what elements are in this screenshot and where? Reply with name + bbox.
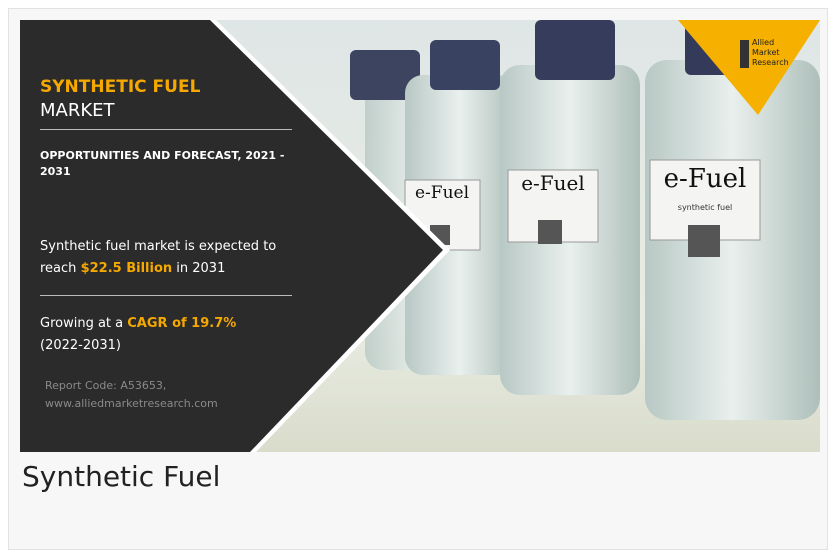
page: e-Fuel e-Fuel e-Fuel synthetic fuel Alli… bbox=[0, 0, 836, 536]
banner-image: e-Fuel e-Fuel e-Fuel synthetic fuel Alli… bbox=[20, 20, 820, 452]
report-info: Report Code: A53653, www.alliedmarketres… bbox=[45, 377, 218, 413]
text: in 2031 bbox=[176, 261, 225, 276]
bottle-label: e-Fuel bbox=[664, 164, 747, 194]
market-value: $22.5 Billion bbox=[81, 261, 173, 276]
logo-text: Market bbox=[752, 48, 780, 57]
logo-text: Allied bbox=[752, 38, 774, 47]
text: Growing at a bbox=[40, 316, 123, 331]
growth-value: CAGR of 19.7% bbox=[127, 316, 236, 331]
subtitle: OPPORTUNITIES AND FORECAST, 2021 - 2031 bbox=[40, 148, 305, 180]
text: (2022-2031) bbox=[40, 338, 121, 353]
title: SYNTHETIC FUEL bbox=[40, 77, 200, 97]
market-text: Synthetic fuel market is expected to rea… bbox=[40, 236, 310, 280]
report-code: Report Code: A53653, bbox=[45, 377, 218, 395]
bottle-sublabel: synthetic fuel bbox=[678, 203, 732, 212]
caption: Synthetic Fuel bbox=[22, 460, 220, 493]
bottle-label: e-Fuel bbox=[415, 183, 469, 203]
bottle-label: e-Fuel bbox=[521, 171, 585, 195]
logo-text: Research bbox=[752, 58, 789, 67]
rule bbox=[40, 129, 292, 130]
title: MARKET bbox=[40, 100, 115, 121]
website: www.alliedmarketresearch.com bbox=[45, 395, 218, 413]
growth-text: Growing at a CAGR of 19.7% (2022-2031) bbox=[40, 313, 310, 357]
logo-icon bbox=[740, 40, 749, 68]
rule bbox=[40, 295, 292, 296]
